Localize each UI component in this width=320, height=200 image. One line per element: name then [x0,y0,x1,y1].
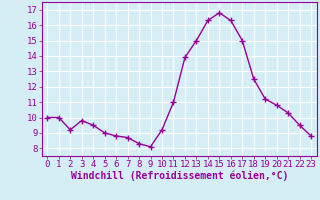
X-axis label: Windchill (Refroidissement éolien,°C): Windchill (Refroidissement éolien,°C) [70,171,288,181]
